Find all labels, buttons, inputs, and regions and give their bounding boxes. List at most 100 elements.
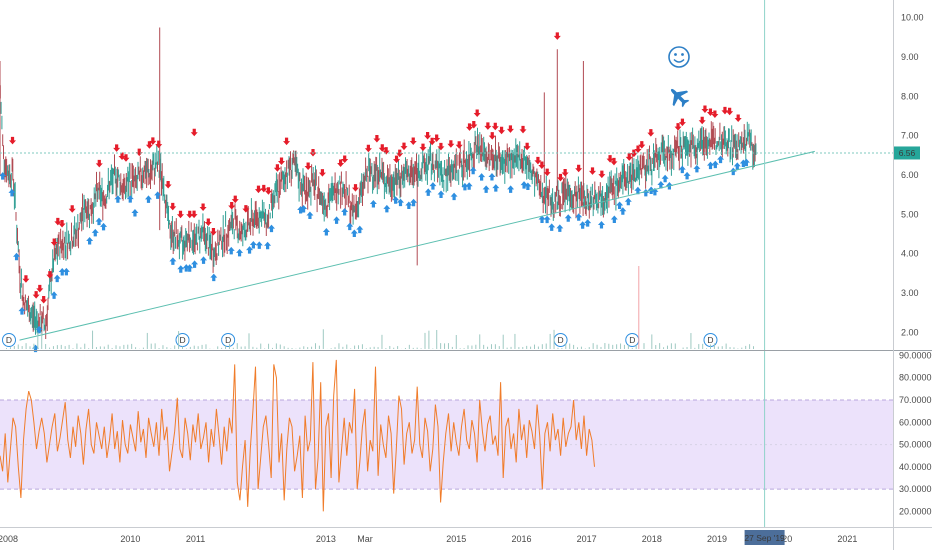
buy-arrow-icon xyxy=(437,190,445,199)
buy-arrow-icon xyxy=(191,260,199,268)
sell-arrow-icon xyxy=(678,118,686,127)
sell-arrow-icon xyxy=(9,136,17,145)
sell-arrow-icon xyxy=(428,137,436,146)
sell-arrow-icon xyxy=(424,131,432,140)
buy-arrow-icon xyxy=(465,182,473,190)
sell-arrow-icon xyxy=(40,296,48,304)
dividend-label: D xyxy=(707,335,713,345)
buy-arrow-icon xyxy=(350,229,358,237)
sell-arrow-icon xyxy=(318,169,326,177)
sell-arrow-icon xyxy=(260,184,268,193)
dividend-marker[interactable]: D xyxy=(221,333,236,347)
price-tick-label: 5.00 xyxy=(901,209,919,219)
sell-arrow-icon xyxy=(447,140,455,148)
buy-arrow-icon xyxy=(624,197,632,206)
sell-arrow-icon xyxy=(488,132,496,140)
buy-arrow-icon xyxy=(200,256,208,264)
sell-arrow-icon xyxy=(36,284,44,293)
buy-arrow-icon xyxy=(397,198,405,207)
oscillator-axis[interactable]: 20.0000 30.0000 40.0000 50.0000 60.0000 70.00… xyxy=(899,350,932,516)
time-axis[interactable]: 2008 2010 2011 2013 Mar 2015 2016 2017 2018 2019 2… xyxy=(0,534,857,544)
sell-arrow-icon xyxy=(169,202,177,211)
sell-arrow-icon xyxy=(242,205,250,213)
buy-arrow-icon xyxy=(616,201,624,209)
sell-arrow-icon xyxy=(437,142,445,151)
time-tick-label: 2015 xyxy=(446,534,466,544)
sell-arrow-icon xyxy=(556,173,564,182)
time-tick-label: Mar xyxy=(357,534,373,544)
buy-arrow-icon xyxy=(246,246,254,254)
sell-arrow-icon xyxy=(726,107,734,116)
buy-arrow-icon xyxy=(300,204,308,213)
buy-arrow-icon xyxy=(383,204,391,213)
sell-arrow-icon xyxy=(538,161,546,169)
trend-line[interactable] xyxy=(19,150,815,341)
sell-arrow-icon xyxy=(364,144,372,153)
sell-arrow-icon xyxy=(523,142,531,151)
sell-arrow-icon xyxy=(149,137,157,145)
sell-arrow-icon xyxy=(337,159,345,168)
buy-arrow-icon xyxy=(678,165,686,174)
oscillator-tick-label: 70.0000 xyxy=(899,395,932,405)
buy-arrow-icon xyxy=(255,241,263,249)
sell-arrow-icon xyxy=(68,205,76,213)
buy-arrow-icon xyxy=(0,172,7,180)
sell-arrow-icon xyxy=(610,157,618,166)
sell-arrow-icon xyxy=(706,108,714,117)
buy-arrow-icon xyxy=(520,181,528,189)
sell-arrow-icon xyxy=(498,126,506,135)
time-tick-label: 2016 xyxy=(511,534,531,544)
dividend-label: D xyxy=(225,335,231,345)
price-tick-label: 6.00 xyxy=(901,170,919,180)
price-axis[interactable]: 2.00 3.00 4.00 5.00 6.00 7.00 8.00 9.00 10.00 xyxy=(901,13,924,338)
smiley-face-icon xyxy=(668,46,690,68)
buy-arrow-icon xyxy=(556,224,564,232)
sell-arrow-icon xyxy=(228,202,236,210)
sell-arrow-icon xyxy=(382,147,390,155)
time-tick-label: 2021 xyxy=(837,534,857,544)
dividend-marker[interactable]: D xyxy=(175,333,190,347)
sell-arrow-icon xyxy=(341,155,349,164)
last-price-label: 6.56 xyxy=(894,146,920,160)
buy-arrow-icon xyxy=(661,174,669,183)
buy-arrow-icon xyxy=(492,184,500,192)
dividend-marker[interactable]: D xyxy=(2,333,16,347)
sell-arrow-icon xyxy=(113,144,121,152)
buy-arrow-icon xyxy=(144,195,152,203)
dividend-marker[interactable]: D xyxy=(625,333,640,347)
sell-arrow-icon xyxy=(701,105,709,113)
oscillator-pane[interactable] xyxy=(0,351,893,527)
price-tick-label: 2.00 xyxy=(901,327,919,337)
sell-arrow-icon xyxy=(625,153,633,161)
oscillator-line xyxy=(0,359,595,512)
sell-arrow-icon xyxy=(455,141,463,149)
sell-arrow-icon xyxy=(378,144,386,152)
sell-arrow-icon xyxy=(534,156,542,165)
buy-arrow-icon xyxy=(333,216,341,224)
airplane-icon xyxy=(670,88,690,108)
sell-arrow-icon xyxy=(598,170,606,179)
buy-arrow-icon xyxy=(634,186,642,195)
sell-arrow-icon xyxy=(304,162,312,170)
buy-arrow-icon xyxy=(62,267,70,276)
buy-arrow-icon xyxy=(236,248,244,257)
sell-arrow-icon xyxy=(484,122,492,130)
buy-arrow-icon xyxy=(182,264,190,272)
time-tick-label: 2018 xyxy=(642,534,662,544)
sell-arrow-icon xyxy=(32,291,40,299)
sell-arrow-icon xyxy=(118,152,126,160)
sell-arrow-icon xyxy=(190,128,198,137)
sell-arrow-icon xyxy=(283,137,291,146)
sell-arrow-icon xyxy=(400,142,408,151)
oscillator-tick-label: 20.0000 xyxy=(899,506,932,516)
dividend-marker[interactable]: D xyxy=(553,333,568,347)
buy-arrow-icon xyxy=(707,161,715,170)
buy-arrow-icon xyxy=(610,215,618,223)
sell-arrow-icon xyxy=(351,184,359,192)
dividend-label: D xyxy=(6,335,12,345)
sell-arrow-icon xyxy=(433,134,441,143)
sell-arrow-icon xyxy=(95,159,103,168)
oscillator-tick-label: 60.0000 xyxy=(899,417,932,427)
